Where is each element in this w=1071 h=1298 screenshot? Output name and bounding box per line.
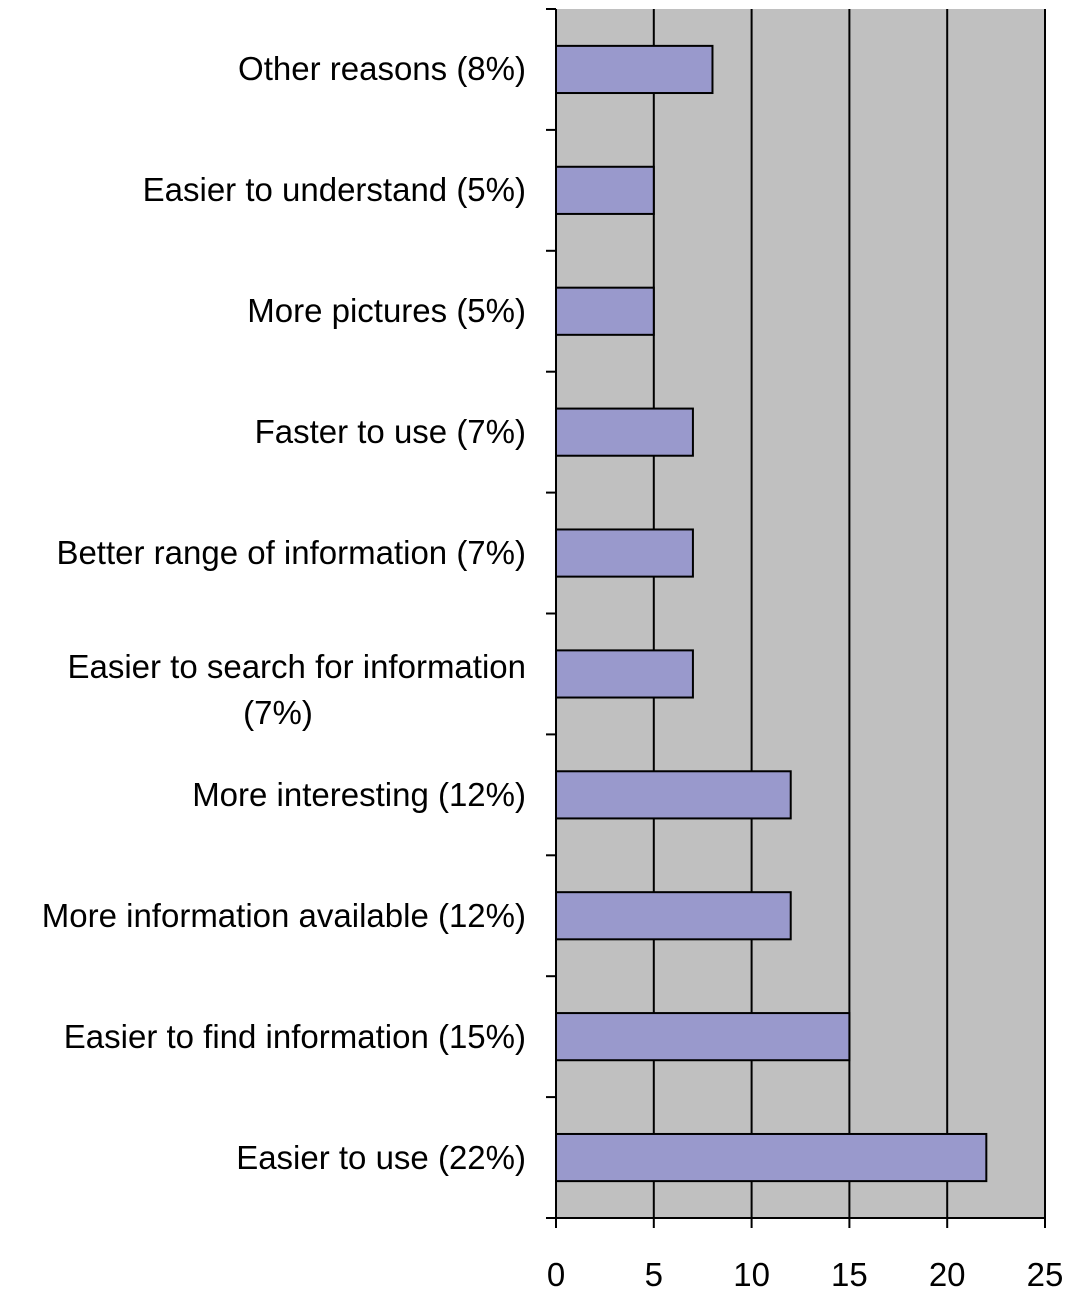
y-category-label: More information available (12%) xyxy=(41,896,526,934)
y-category-label: Other reasons (8%) xyxy=(238,50,526,88)
bar xyxy=(555,528,694,578)
y-category-label: More interesting (12%) xyxy=(192,775,526,813)
bar xyxy=(555,891,792,941)
x-tick-labels: 0 5 10 15 20 25 xyxy=(547,1256,1064,1293)
bar xyxy=(555,770,792,820)
x-tick-label: 10 xyxy=(733,1256,770,1293)
y-category-label-line: Easier to search for information xyxy=(67,647,526,685)
x-tick-label: 25 xyxy=(1027,1256,1064,1293)
bar xyxy=(555,407,694,457)
y-category-label: Faster to use (7%) xyxy=(254,413,526,451)
bar xyxy=(555,165,655,215)
y-category-label: Better range of information (7%) xyxy=(56,534,526,572)
bar xyxy=(555,649,694,699)
bar xyxy=(555,1012,851,1062)
y-category-label: Easier to find information (15%) xyxy=(63,1017,526,1055)
bar xyxy=(555,1132,988,1183)
y-category-label-line: (7%) xyxy=(243,693,313,731)
bars xyxy=(555,44,988,1183)
y-category-label: Easier to understand (5%) xyxy=(142,171,526,209)
bar xyxy=(555,44,714,95)
y-category-label: Easier to use (22%) xyxy=(236,1138,526,1176)
x-tick-label: 5 xyxy=(645,1256,663,1293)
x-tick-label: 20 xyxy=(929,1256,966,1293)
x-tick-label: 0 xyxy=(547,1256,565,1293)
x-tick-label: 15 xyxy=(831,1256,868,1293)
y-category-label: Easier to search for information (7%) xyxy=(0,644,526,736)
y-category-label: More pictures (5%) xyxy=(247,292,526,330)
bar xyxy=(555,286,655,336)
axes xyxy=(546,8,1046,1228)
